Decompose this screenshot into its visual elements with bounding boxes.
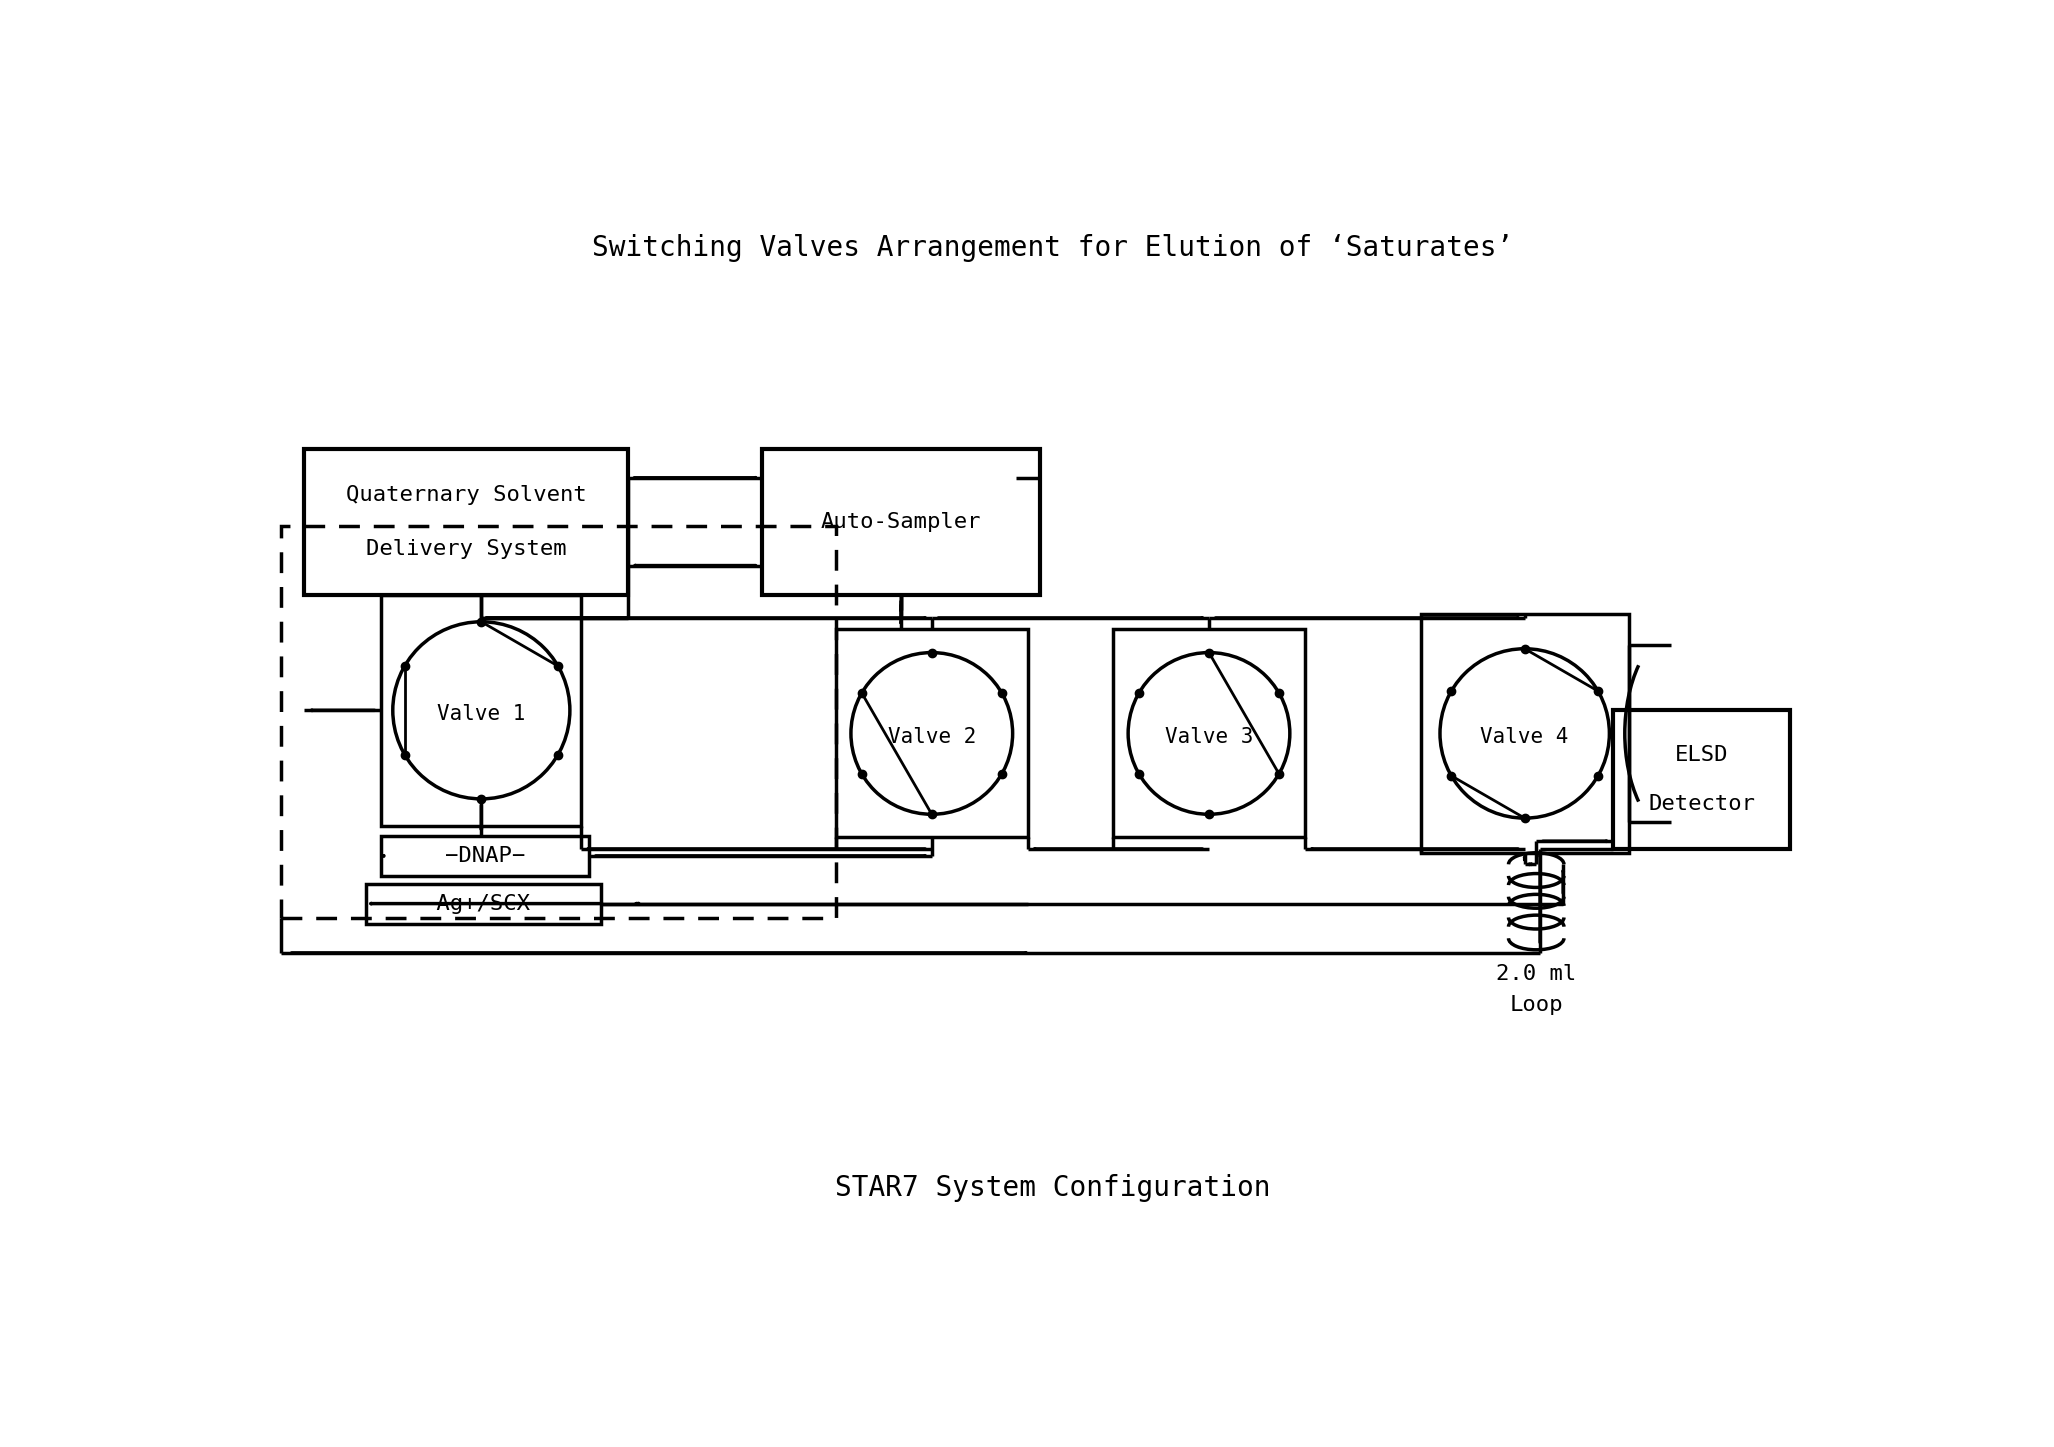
Text: Detector: Detector [1647,794,1756,815]
Text: Valve 1: Valve 1 [438,705,526,724]
Text: Delivery System: Delivery System [366,538,567,559]
Text: Switching Valves Arrangement for Elution of ‘Saturates’: Switching Valves Arrangement for Elution… [592,234,1514,262]
Bar [366,884,600,923]
Circle shape [850,653,1013,815]
Bar [1113,629,1304,838]
Text: Quaternary Solvent: Quaternary Solvent [345,485,585,505]
Bar [304,449,629,595]
Text: −DNAP−: −DNAP− [446,846,526,865]
Bar [281,525,836,919]
Text: ELSD: ELSD [1674,745,1729,765]
Circle shape [1440,648,1610,818]
Bar [762,449,1039,595]
Bar [382,595,581,826]
Text: Valve 3: Valve 3 [1165,728,1253,747]
Text: Valve 2: Valve 2 [887,728,976,747]
Bar [382,836,589,875]
Text: Loop: Loop [1510,996,1563,1016]
Text: STAR7 System Configuration: STAR7 System Configuration [834,1174,1271,1201]
Bar [1421,614,1629,852]
Circle shape [392,622,569,799]
Text: 2.0 ml: 2.0 ml [1495,965,1575,984]
Circle shape [1128,653,1290,815]
Text: −Ag+/SCX−: −Ag+/SCX− [423,894,544,913]
Bar [1612,710,1791,849]
Bar [836,629,1029,838]
Text: Valve 4: Valve 4 [1481,728,1569,747]
Text: Auto-Sampler: Auto-Sampler [822,512,982,531]
